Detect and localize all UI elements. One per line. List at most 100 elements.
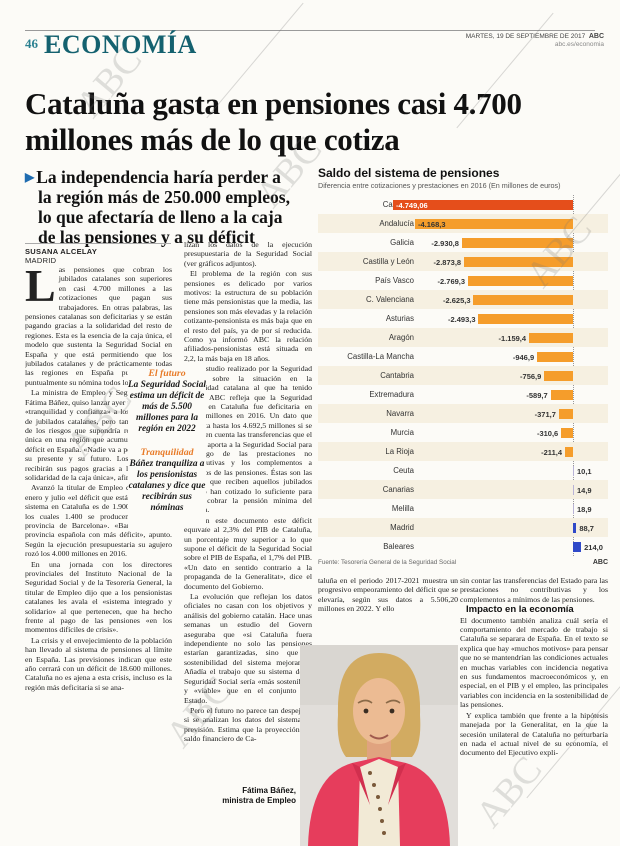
value-label: -371,7: [534, 409, 556, 419]
paragraph: taluña en el periodo 2017-2021 muestra u…: [318, 576, 458, 614]
headline: Cataluña gasta en pensiones casi 4.700 m…: [25, 86, 522, 157]
region-label: Castilla-La Mancha: [347, 352, 414, 361]
chart-row: Melilla 18,9: [318, 499, 608, 518]
value-bar: [393, 199, 573, 210]
byline: SUSANA ALCELAY MADRID: [25, 247, 97, 265]
region-label: La Rioja: [385, 447, 414, 456]
subhead-line4: de las pensiones y a su déficit: [38, 227, 255, 247]
region-label: Cantabria: [380, 371, 414, 380]
value-bar: [537, 351, 573, 362]
value-bar: [573, 484, 574, 495]
dateline: MARTES, 19 DE SEPTIEMBRE DE 2017 ABC abc…: [466, 33, 604, 49]
chart-row: Andalucía -4.168,3: [318, 214, 608, 233]
chart-row: Aragón -1.159,4: [318, 328, 608, 347]
region-label: Baleares: [383, 542, 414, 551]
article-column-4: sin contar las transferencias del Estado…: [460, 576, 608, 840]
paragraph: En una jornada con los directores provin…: [25, 559, 172, 635]
value-label: -310,6: [536, 428, 559, 438]
subhead-line1: La independencia haría perder a: [36, 167, 281, 187]
caption-role: ministra de Empleo: [222, 796, 296, 805]
pull-quote-label: El futuro: [148, 368, 186, 379]
chart-row: País Vasco -2.769,3: [318, 271, 608, 290]
value-bar: [478, 313, 573, 324]
value-label: 88,7: [579, 523, 594, 533]
byline-location: MADRID: [25, 256, 57, 265]
value-label: -2.625,3: [442, 295, 471, 305]
chart-row: Baleares 214,0: [318, 537, 608, 556]
photo-caption: Fátima Báñez, ministra de Empleo: [196, 786, 296, 806]
article-column-2: lizan los datos de la ejecución presupue…: [184, 240, 312, 788]
chart-row: Ceuta 10,1: [318, 461, 608, 480]
paragraph: Según este documento este déficit equiva…: [184, 515, 312, 591]
paragraph: El problema de la región con sus pension…: [184, 269, 312, 363]
value-bar: [415, 218, 573, 229]
region-label: Castilla y León: [362, 257, 414, 266]
region-label: Aragón: [388, 333, 414, 342]
paragraph: Y explica también que frente a la hipóte…: [460, 710, 608, 758]
chart-row: Castilla y León -2.873,8: [318, 252, 608, 271]
region-label: Murcia: [390, 428, 414, 437]
value-bar: [573, 503, 574, 514]
paragraph: La ministra de Empleo y Seguridad Social…: [25, 388, 172, 482]
drop-cap: L: [25, 265, 56, 311]
chart-row: Castilla-La Mancha -946,9: [318, 347, 608, 366]
paragraph: Avanzó la titular de Empleo que solo ent…: [25, 483, 172, 559]
region-label: Ceuta: [393, 466, 414, 475]
chart-source: Fuente: Tesorería General de la Segurida…: [318, 559, 457, 566]
subhead: ▶ La independencia haría perder a la regi…: [25, 167, 317, 247]
region-label: Galicia: [390, 238, 414, 247]
value-bar: [573, 541, 582, 552]
region-label: País Vasco: [375, 276, 414, 285]
value-bar: [573, 465, 574, 476]
section-title: ECONOMÍA: [44, 30, 197, 59]
subhead-line3: lo que afectaría de lleno a la caja: [38, 207, 283, 227]
value-label: -4.749,06: [396, 200, 428, 210]
paragraph: El documento también analiza cuál sería …: [460, 615, 608, 710]
byline-author: SUSANA ALCELAY: [25, 247, 98, 256]
value-bar: [550, 389, 573, 400]
chart-row: La Rioja -211,4: [318, 442, 608, 461]
pull-quote-text: Báñez tranquiliza a los pensionistas cat…: [128, 459, 206, 513]
value-bar: [529, 332, 573, 343]
value-label: -946,9: [512, 352, 535, 362]
chart-row: Madrid 88,7: [318, 518, 608, 537]
chart-title: Saldo del sistema de pensiones: [318, 166, 500, 180]
value-bar: [544, 370, 573, 381]
value-bar: [573, 522, 577, 533]
value-label: -756,9: [520, 371, 542, 381]
value-label: -589,7: [526, 390, 548, 400]
value-bar: [464, 256, 573, 267]
inner-subheading: Impacto en la economía: [466, 604, 574, 616]
chart-row: Asturias -2.493,3: [318, 309, 608, 328]
region-label: Canarias: [382, 485, 414, 494]
pull-quote-box: El futuro La Seguridad Social estima un …: [128, 366, 206, 528]
chart-row: Extremadura -589,7: [318, 385, 608, 404]
value-label: -2.930,8: [431, 238, 459, 248]
chart-plot-area: Cataluña-4.749,06 Andalucía -4.168,3 Galici…: [318, 195, 608, 556]
value-label: -1.159,4: [498, 333, 527, 343]
value-label: -2.873,8: [433, 257, 462, 267]
value-bar: [468, 275, 573, 286]
article-column-3: taluña en el periodo 2017-2021 muestra u…: [318, 576, 458, 626]
chart-row: Murcia -310,6: [318, 423, 608, 442]
chart-row: Cantabria -756,9: [318, 366, 608, 385]
pensions-balance-chart: Saldo del sistema de pensiones Diferenci…: [318, 166, 608, 570]
site-url: abc.es/economia: [554, 41, 604, 48]
value-bar: [473, 294, 573, 305]
paragraph: La crisis y el envejecimiento de la pobl…: [25, 635, 172, 692]
value-label: -211,4: [541, 447, 562, 457]
pull-quote-label: Tranquilidad: [140, 447, 194, 458]
region-label: Andalucía: [379, 219, 414, 228]
paragraph: Un estudio realizado por la Seguridad So…: [184, 364, 312, 514]
paragraph: as pensiones que cobran los jubilados ca…: [25, 265, 172, 387]
chart-row: Navarra -371,7: [318, 404, 608, 423]
value-bar: [564, 446, 573, 457]
paragraph: sin contar las transferencias del Estado…: [460, 576, 608, 604]
pull-quote-text: La Seguridad Social estima un déficit de…: [128, 380, 206, 434]
value-bar: [461, 237, 573, 248]
region-label: C. Valenciana: [366, 295, 414, 304]
value-label: -2.769,3: [437, 276, 466, 286]
value-label: -4.168,3: [418, 219, 446, 229]
